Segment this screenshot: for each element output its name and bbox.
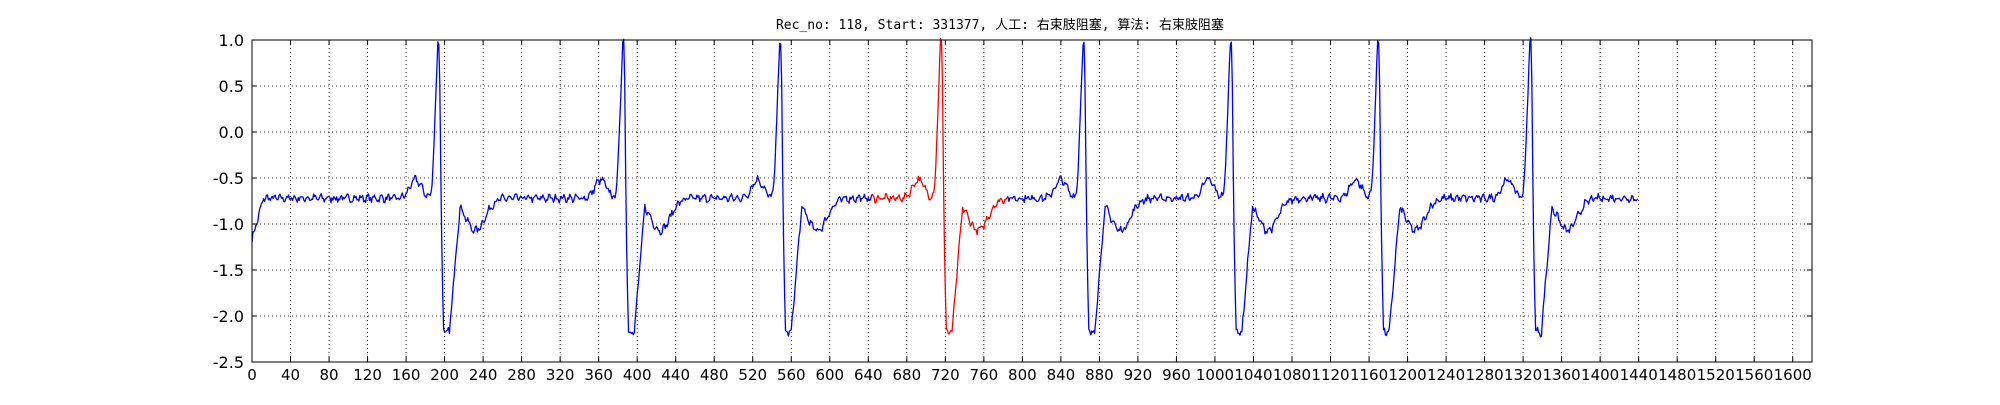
- y-tick-label: -1.5: [213, 261, 244, 280]
- x-tick-label: 1160: [1350, 366, 1388, 384]
- x-tick-label: 1360: [1543, 366, 1581, 384]
- x-tick-label: 440: [661, 366, 690, 384]
- x-tick-label: 120: [353, 366, 382, 384]
- signal-line-before: [251, 38, 873, 337]
- x-tick-label: 400: [623, 366, 652, 384]
- x-tick-label: 80: [319, 366, 338, 384]
- x-tick-label: 840: [1047, 366, 1076, 384]
- x-tick-label: 800: [1008, 366, 1037, 384]
- x-tick-label: 1440: [1620, 366, 1658, 384]
- signal-line-after: [1006, 37, 1639, 338]
- x-tick-label: 680: [892, 366, 921, 384]
- grid-lines: [251, 39, 1812, 363]
- x-tick-label: 1560: [1735, 366, 1773, 384]
- x-tick-label: 1280: [1465, 366, 1503, 384]
- x-tick-label: 640: [854, 366, 883, 384]
- x-tick-label: 280: [507, 366, 536, 384]
- x-tick-label: 1400: [1581, 366, 1619, 384]
- plot-area-frame: [251, 39, 1813, 363]
- x-tick-label: 880: [1085, 366, 1114, 384]
- x-tick-label: 0: [247, 366, 257, 384]
- x-tick-label: 1080: [1273, 366, 1311, 384]
- x-tick-label: 1600: [1774, 366, 1812, 384]
- x-tick-label: 1320: [1504, 366, 1542, 384]
- signal-line-highlight: [871, 38, 1008, 335]
- y-tick-label: -2.0: [213, 307, 244, 326]
- x-tick-label: 480: [700, 366, 729, 384]
- x-tick-label: 520: [738, 366, 767, 384]
- x-tick-label: 1240: [1427, 366, 1465, 384]
- x-tick-label: 40: [281, 366, 300, 384]
- y-tick-label: 0.5: [219, 77, 244, 96]
- x-axis-ticks: 0 40 80 120 160 200 240 280 320 360 400 440 480 520 56…: [247, 40, 1812, 384]
- x-tick-label: 760: [970, 366, 999, 384]
- signal-series: [251, 37, 1639, 338]
- y-axis-ticks: -2.5 -2.0 -1.5 -1.0 -0.5 0.0 0.5 1.0: [213, 31, 1812, 372]
- x-tick-label: 1120: [1311, 366, 1349, 384]
- x-tick-label: 1200: [1388, 366, 1426, 384]
- x-tick-label: 920: [1124, 366, 1153, 384]
- y-tick-label: 1.0: [219, 31, 244, 50]
- x-tick-label: 320: [546, 366, 575, 384]
- x-tick-label: 720: [931, 366, 960, 384]
- x-tick-label: 600: [815, 366, 844, 384]
- x-tick-label: 360: [584, 366, 613, 384]
- x-tick-label: 1040: [1234, 366, 1272, 384]
- y-tick-label: 0.0: [219, 123, 244, 142]
- x-tick-label: 1000: [1196, 366, 1234, 384]
- chart-title: Rec_no: 118, Start: 331377, 人工: 右束肢阻塞, 算…: [775, 18, 1225, 33]
- x-tick-label: 240: [469, 366, 498, 384]
- x-tick-label: 560: [777, 366, 806, 384]
- x-tick-label: 1480: [1658, 366, 1696, 384]
- y-tick-label: -2.5: [213, 353, 244, 372]
- x-tick-label: 200: [430, 366, 459, 384]
- y-tick-label: -0.5: [213, 169, 244, 188]
- x-tick-label: 1520: [1697, 366, 1735, 384]
- y-tick-label: -1.0: [213, 215, 244, 234]
- x-tick-label: 960: [1162, 366, 1191, 384]
- x-tick-label: 160: [392, 366, 421, 384]
